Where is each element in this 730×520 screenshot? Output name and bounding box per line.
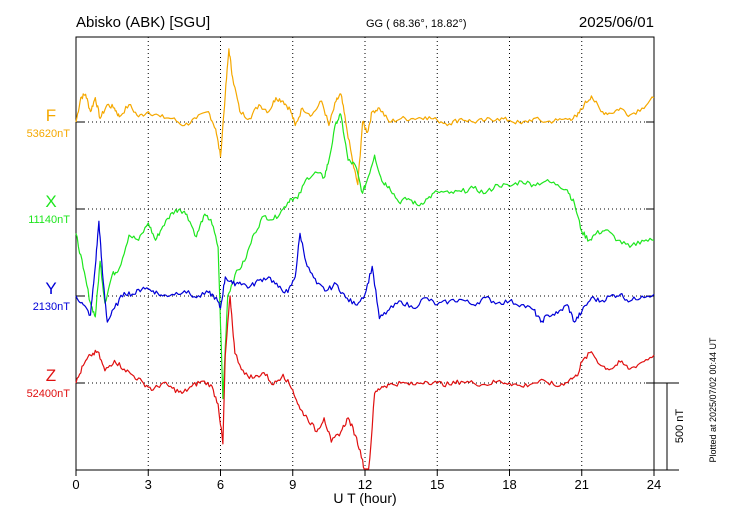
series-layer <box>75 48 655 470</box>
x-ticks: 0 3 6 9 12 15 18 21 24 <box>72 470 661 492</box>
grid <box>76 37 654 470</box>
scale-bar-label: 500 nT <box>674 409 686 444</box>
series-line-y <box>75 220 655 323</box>
series-name-f: F <box>46 106 56 125</box>
series-baseline-f: 53620nT <box>27 128 71 140</box>
series-baseline-y: 2130nT <box>33 301 71 313</box>
x-tick-label: 0 <box>72 477 79 492</box>
x-tick-label: 21 <box>575 477 589 492</box>
series-baseline-z: 52400nT <box>27 388 71 400</box>
x-axis-label: U T (hour) <box>333 490 396 506</box>
x-tick-label: 18 <box>502 477 516 492</box>
series-name-z: Z <box>46 366 56 385</box>
series-line-z <box>75 295 655 470</box>
series-baseline-x: 11140nT <box>28 214 70 226</box>
x-tick-label: 24 <box>647 477 661 492</box>
scale-bar: 500 nT <box>654 382 686 471</box>
series-line-f <box>75 48 655 186</box>
x-tick-label: 12 <box>358 477 372 492</box>
station-coords: GG ( 68.36°, 18.82°) <box>366 18 467 30</box>
chart-date: 2025/06/01 <box>579 14 654 31</box>
series-line-x <box>75 113 655 400</box>
x-tick-label: 15 <box>430 477 444 492</box>
plotted-timestamp: Plotted at 2025/07/02 00:44 UT <box>708 337 718 463</box>
station-title: Abisko (ABK) [SGU] <box>76 14 210 31</box>
series-name-y: Y <box>45 279 56 298</box>
series-labels: F 53620nT X 11140nT Y 2130nT Z 52400nT <box>27 106 71 400</box>
x-tick-label: 3 <box>145 477 152 492</box>
series-name-x: X <box>45 192 56 211</box>
x-tick-label: 9 <box>289 477 296 492</box>
x-tick-label: 6 <box>217 477 224 492</box>
